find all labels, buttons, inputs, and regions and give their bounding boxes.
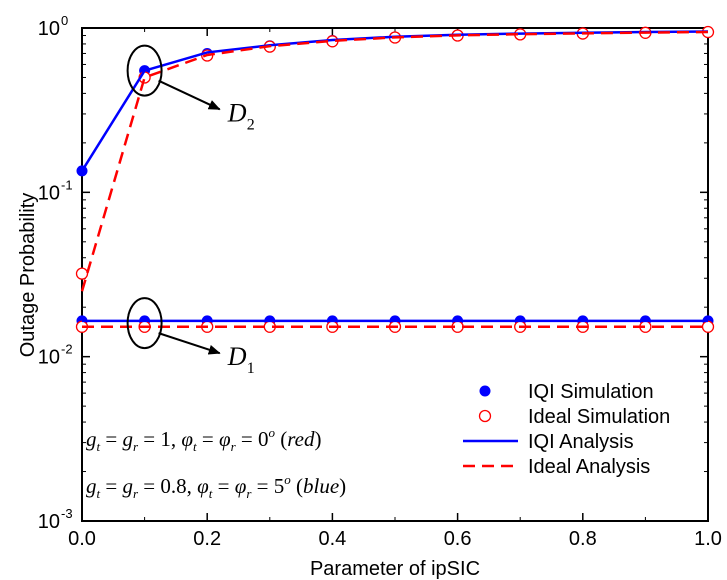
x-tick-label: 0.8 [569,528,597,550]
y-tick-label: 10 [38,18,60,40]
series-iqi-analysis [80,30,709,323]
y-tick-label-exponent: -1 [61,177,73,192]
legend-label: IQI Simulation [528,381,654,403]
y-axis-label: Outage Probability [17,193,39,358]
legend-symbol [478,409,492,423]
annotation-arrow [158,332,221,355]
parameter-note-blue: gt = gr = 0.8, φt = φr = 5o (blue) [86,472,346,501]
x-axis-label: Parameter of ipSIC [310,558,480,580]
legend-item-ideal-simulation: Ideal Simulation [478,406,670,428]
y-tick-label-exponent: -3 [61,506,73,521]
x-tick-label: 0.6 [444,528,472,550]
svg-text:gt = gr = 0.8, φt = φr = 5o (b: gt = gr = 0.8, φt = φr = 5o (blue) [86,472,346,501]
series-ideal-analysis [80,30,709,329]
marker-ideal-simulation [701,320,715,333]
annotation-ellipse [126,44,163,97]
x-tick-label: 0.4 [318,528,346,550]
y-tick-label-exponent: 0 [61,13,68,28]
x-tick-labels: 0.0 0.2 0.4 0.6 0.8 1.0 [68,528,722,550]
line-ideal-analysis [80,30,709,292]
annotation-label: D [227,342,247,371]
annotation-label-subscript: 1 [247,360,255,377]
annotation-ellipse [126,297,163,350]
marker-ideal-simulation [75,267,89,280]
chart-legend: IQI Simulation Ideal Simulation IQI Analys… [463,381,670,478]
legend-symbol [479,385,491,397]
legend-label: Ideal Analysis [528,456,650,478]
x-tick-label: 0.2 [193,528,221,550]
y-tick-label: 10 [38,511,60,533]
line-iqi-analysis [80,30,709,172]
annotation-layer: D 2D 1 [126,44,255,377]
y-tick-label: 10 [38,182,60,204]
legend-item-iqi-analysis: IQI Analysis [463,431,634,453]
series-iqi-simulation [76,26,714,327]
series-ideal-simulation [75,25,715,333]
series-layer [75,25,715,333]
annotation-arrow [158,79,221,111]
annotation-label: D [227,98,247,127]
legend-label: IQI Analysis [528,431,634,453]
parameter-note-red: gt = gr = 1, φt = φr = 0o (red) [86,425,321,454]
legend-label: Ideal Simulation [528,406,670,428]
svg-text:gt = gr = 1, φt = φr = 0o (red: gt = gr = 1, φt = φr = 0o (red) [86,425,321,454]
y-tick-label-exponent: -2 [61,342,73,357]
legend-item-ideal-analysis: Ideal Analysis [463,456,650,478]
annotation-label-subscript: 2 [247,116,255,133]
y-tick-label: 10 [38,347,60,369]
x-tick-label: 1.0 [694,528,722,550]
legend-item-iqi-simulation: IQI Simulation [479,381,654,403]
x-tick-label: 0.0 [68,528,96,550]
